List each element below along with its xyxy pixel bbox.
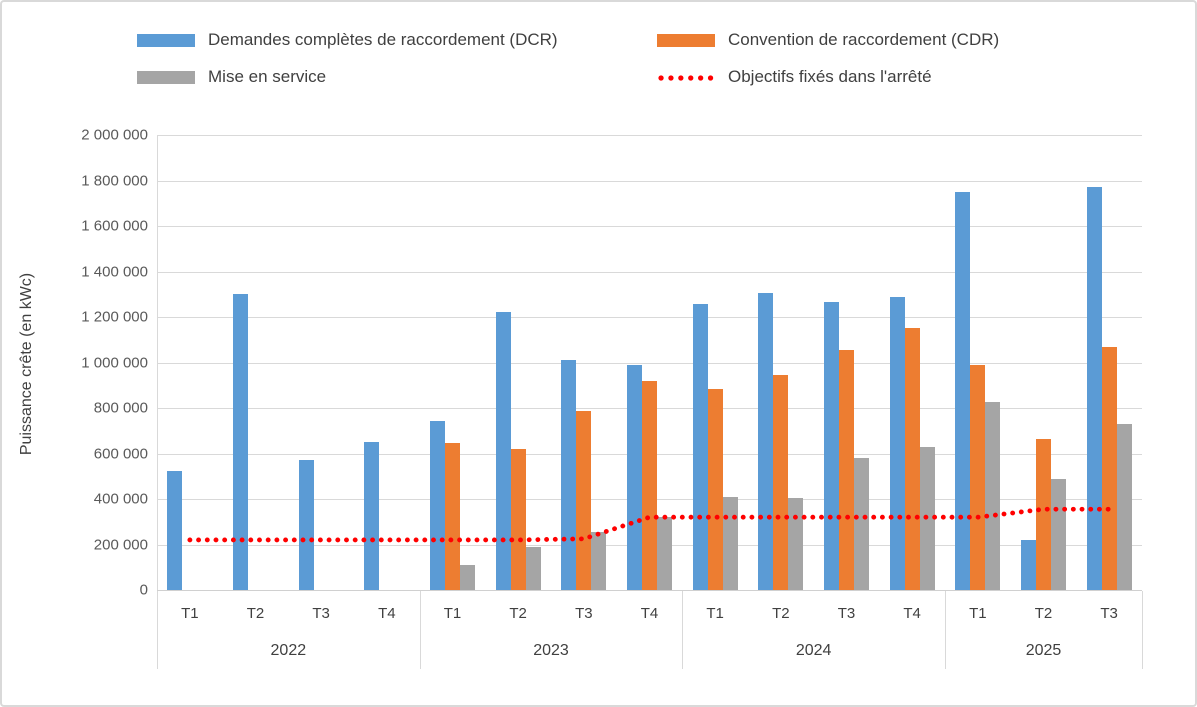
- bar-mise-en-service-2024-T1: [722, 496, 738, 590]
- category-separator: [945, 591, 946, 669]
- legend-label-objectifs: Objectifs fixés dans l'arrêté: [728, 67, 932, 86]
- bar-dcr-2022-T2: [233, 294, 248, 590]
- mise-en-service-color-swatch: [137, 70, 195, 84]
- y-tick-label: 600 000: [93, 445, 148, 462]
- y-tick-label: 200 000: [93, 536, 148, 553]
- gridline: [157, 271, 1142, 273]
- bar-dcr-2022-T1: [167, 470, 183, 590]
- bar-dcr-2023-T1: [430, 420, 445, 590]
- bar-dcr-2025-T2: [1021, 539, 1036, 590]
- legend-label-cdr: Convention de raccordement (CDR): [728, 30, 1000, 49]
- x-tick-label-quarter: T3: [1100, 605, 1118, 622]
- y-axis-line: [157, 135, 158, 590]
- legend-item-cdr: Convention de raccordement (CDR): [657, 26, 999, 54]
- bar-mise-en-service-2023-T4: [657, 517, 672, 590]
- x-tick-label-quarter: T4: [903, 605, 921, 622]
- x-tick-label-quarter: T1: [181, 605, 199, 622]
- category-separator: [157, 591, 158, 669]
- legend-item-objectifs: Objectifs fixés dans l'arrêté: [657, 63, 932, 91]
- bar-dcr-2023-T4: [627, 364, 642, 590]
- y-axis-title: Puissance crête (en kWc): [18, 272, 35, 456]
- x-tick-label-year: 2023: [533, 642, 569, 659]
- x-tick-label-quarter: T3: [837, 605, 856, 622]
- y-tick-label: 0: [139, 581, 148, 599]
- y-tick-label: 1 600 000: [81, 217, 148, 235]
- category-separator: [682, 591, 684, 669]
- bar-mise-en-service-2023-T2: [525, 546, 541, 590]
- bar-cdr-2024-T3: [839, 349, 854, 590]
- x-tick-label-year: 2024: [795, 642, 832, 659]
- bar-dcr-2025-T1: [955, 191, 971, 590]
- y-tick-label: 800 000: [93, 399, 148, 417]
- x-tick-label-quarter: T4: [640, 605, 659, 622]
- x-tick-label-quarter: T1: [969, 605, 987, 622]
- x-tick-label-quarter: T2: [1034, 605, 1053, 622]
- bar-dcr-2024-T4: [889, 296, 905, 590]
- x-tick-label-year: 2025: [1025, 642, 1062, 659]
- bar-dcr-2025-T3: [1086, 187, 1102, 590]
- dotted-line-icon: [658, 74, 716, 81]
- y-tick-label: 1 800 000: [81, 172, 148, 189]
- y-tick-label: 2 000 000: [81, 126, 148, 144]
- bar-mise-en-service-2025-T1: [985, 402, 1001, 590]
- x-tick-label-quarter: T2: [772, 605, 790, 622]
- bar-dcr-2024-T3: [824, 302, 839, 590]
- x-tick-label-quarter: T3: [575, 605, 593, 622]
- bar-cdr-2024-T2: [773, 375, 789, 590]
- bar-cdr-2024-T4: [904, 328, 920, 590]
- x-tick-label-quarter: T1: [706, 605, 724, 622]
- bar-cdr-2024-T1: [707, 388, 723, 590]
- bar-cdr-2023-T1: [445, 443, 460, 590]
- legend-item-mise-en-service: Mise en service: [137, 63, 326, 91]
- x-tick-label-quarter: T3: [312, 605, 330, 622]
- gridline: [157, 317, 1142, 318]
- y-tick-label: 1 200 000: [81, 308, 148, 326]
- legend-label-dcr: Demandes complètes de raccordement (DCR): [208, 30, 558, 49]
- bar-dcr-2024-T1: [692, 304, 708, 590]
- y-tick-label: 400 000: [93, 490, 148, 508]
- bar-mise-en-service-2023-T1: [460, 564, 475, 590]
- bar-mise-en-service-2025-T2: [1051, 478, 1066, 590]
- x-tick-label-quarter: T1: [443, 605, 462, 622]
- bar-dcr-2022-T4: [364, 442, 380, 590]
- bar-dcr-2022-T3: [298, 460, 314, 590]
- y-tick-label: 1 000 000: [81, 354, 148, 371]
- bar-cdr-2023-T4: [642, 380, 657, 590]
- x-tick-label-quarter: T2: [509, 605, 527, 622]
- gridline: [157, 226, 1142, 227]
- gridline: [157, 362, 1142, 364]
- gridline: [157, 180, 1142, 182]
- bar-mise-en-service-2024-T4: [919, 446, 935, 590]
- y-tick-label: 1 400 000: [81, 263, 148, 280]
- bar-dcr-2024-T2: [758, 293, 774, 590]
- bar-mise-en-service-2024-T2: [788, 497, 804, 590]
- objectifs-dotted-line-swatch: [657, 71, 716, 84]
- bar-cdr-2023-T3: [576, 411, 592, 590]
- bar-cdr-2025-T2: [1036, 438, 1051, 590]
- x-tick-label-year: 2022: [270, 642, 307, 659]
- legend-item-dcr: Demandes complètes de raccordement (DCR): [137, 26, 558, 54]
- bar-cdr-2025-T3: [1101, 346, 1117, 590]
- cdr-color-swatch: [657, 33, 715, 47]
- x-tick-label-quarter: T4: [378, 605, 396, 622]
- bar-dcr-2023-T3: [561, 360, 577, 590]
- gridline: [157, 135, 1142, 136]
- bar-cdr-2025-T1: [970, 364, 986, 590]
- x-tick-label-quarter: T2: [246, 605, 265, 622]
- bar-mise-en-service-2025-T3: [1116, 423, 1132, 590]
- category-separator: [1142, 591, 1143, 669]
- bar-dcr-2023-T2: [495, 312, 511, 590]
- x-axis-line: [157, 590, 1142, 591]
- legend-label-mise-en-service: Mise en service: [208, 67, 327, 86]
- dcr-color-swatch: [137, 33, 195, 47]
- bar-mise-en-service-2023-T3: [591, 531, 607, 590]
- bar-mise-en-service-2024-T3: [854, 458, 869, 590]
- category-separator: [419, 591, 421, 669]
- bar-cdr-2023-T2: [510, 448, 526, 590]
